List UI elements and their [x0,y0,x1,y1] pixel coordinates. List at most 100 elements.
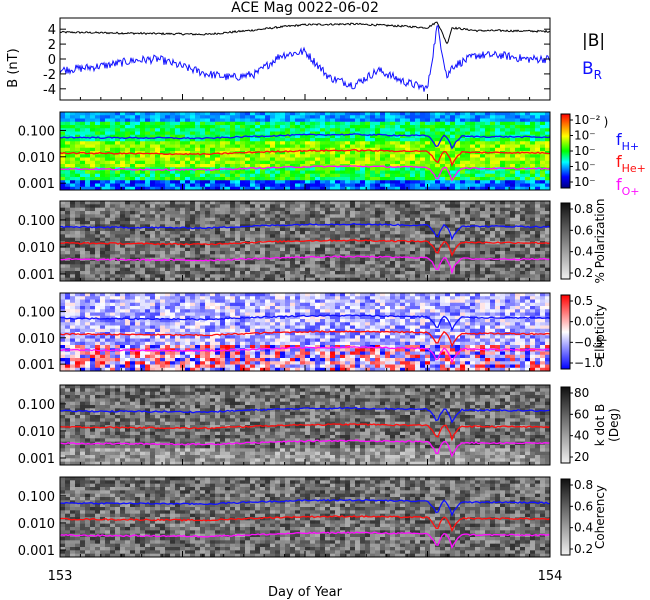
heatmap-cell [150,134,156,139]
b-y-tick-label: -4 [43,83,56,98]
heatmap-cell [215,211,221,215]
heatmap-cell [390,177,396,181]
heatmap-cell [530,147,536,152]
heatmap-cell [220,241,226,245]
heatmap-cell [385,224,391,229]
heatmap-cell [260,224,266,229]
heatmap-cell [400,138,406,142]
heatmap-cell [180,144,186,149]
heatmap-cell [180,115,186,119]
heatmap-cell [545,147,551,152]
heatmap-cell [385,167,391,171]
heatmap-cell [345,247,351,252]
heatmap-cell [145,164,151,168]
heatmap-cell [85,154,91,158]
heatmap-cell [300,224,306,229]
heatmap-cell [325,237,331,242]
heatmap-cell [425,180,431,184]
heatmap-cell [230,177,236,181]
heatmap-cell [385,296,391,300]
heatmap-cell [460,154,466,158]
heatmap-cell [90,204,96,209]
heatmap-cell [245,201,251,205]
heatmap-cell [515,160,521,165]
heatmap-cell [390,254,396,259]
heatmap-cell [400,170,406,175]
heatmap-cell [380,221,386,225]
heatmap-cell [240,231,246,235]
heatmap-cell [375,125,381,129]
heatmap-cell [465,141,471,145]
heatmap-cell [395,180,401,184]
heatmap-cell [170,211,176,215]
heatmap-cell [460,204,466,209]
heatmap-cell [510,128,516,132]
heatmap-cell [115,112,121,116]
heatmap-cell [350,261,356,265]
heatmap-cell [540,183,546,188]
heatmap-cell [525,121,531,126]
heatmap-cell [525,173,531,178]
heatmap-cell [340,267,346,272]
heatmap-cell [305,121,311,126]
heatmap-cell [220,151,226,155]
heatmap-cell [345,118,351,123]
colorbar-tick-label: 0.4 [574,245,593,259]
heatmap-cell [210,118,216,123]
heatmap-cell [525,170,531,175]
heatmap-cell [480,231,486,235]
heatmap-cell [490,254,496,259]
heatmap-cell [490,247,496,252]
heatmap-cell [185,157,191,162]
heatmap-cell [350,251,356,255]
heatmap-cell [195,257,201,262]
heatmap-cell [70,234,76,239]
heatmap-cell [430,183,436,188]
heatmap-cell [125,173,131,178]
heatmap-cell [425,261,431,265]
heatmap-cell [290,177,296,181]
heatmap-cell [155,234,161,239]
heatmap-cell [180,217,186,222]
heatmap-cell [330,264,336,269]
heatmap-cell [95,261,101,265]
heatmap-cell [530,261,536,265]
heatmap-cell [175,134,181,139]
heatmap-cell [435,121,441,126]
heatmap-cell [270,128,276,132]
heatmap-cell [520,271,526,275]
heatmap-cell [330,221,336,225]
heatmap-cell [140,267,146,272]
heatmap-cell [200,254,206,259]
heatmap-cell [285,261,291,265]
heatmap-cell [455,118,461,123]
heatmap-cell [120,241,126,245]
heatmap-cell [320,173,326,178]
heatmap-cell [280,271,286,275]
heatmap-cell [400,293,406,297]
heatmap-cell [185,214,191,219]
heatmap-cell [315,138,321,142]
heatmap-cell [280,160,286,165]
heatmap-cell [130,221,136,225]
heatmap-cell [115,267,121,272]
heatmap-cell [400,134,406,139]
heatmap-cell [485,237,491,242]
heatmap-cell [435,134,441,139]
heatmap-cell [300,183,306,188]
heatmap-cell [190,138,196,142]
heatmap-cell [210,254,216,259]
heatmap-cell [195,241,201,245]
heatmap-cell [115,299,121,304]
heatmap-cell [255,271,261,275]
heatmap-cell [305,170,311,175]
heatmap-cell [455,164,461,168]
heatmap-cell [435,271,441,275]
heatmap-cell [445,244,451,249]
heatmap-cell [205,241,211,245]
heatmap-cell [305,151,311,155]
heatmap-cell [300,144,306,149]
heatmap-cell [285,267,291,272]
heatmap-cell [170,296,176,300]
heatmap-cell [190,214,196,219]
